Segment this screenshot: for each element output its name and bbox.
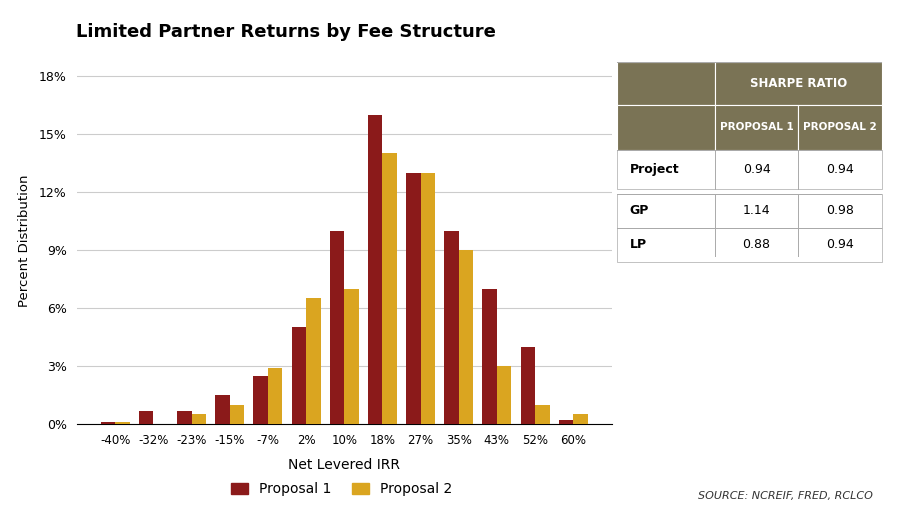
Bar [798,105,882,150]
Bar [139,411,154,424]
Text: 0.94: 0.94 [826,238,854,251]
Bar [292,327,306,424]
Text: 0.88: 0.88 [742,238,770,251]
Bar [306,298,320,424]
Text: PROPOSAL 2: PROPOSAL 2 [804,122,878,132]
Bar [459,250,473,424]
Bar [616,105,715,150]
Bar [230,405,244,424]
Bar [406,173,420,424]
Text: LP: LP [630,238,647,251]
Bar [445,231,459,424]
Text: Limited Partner Returns by Fee Structure: Limited Partner Returns by Fee Structure [76,23,497,41]
Text: Project: Project [630,162,680,176]
Bar [616,228,882,262]
Text: 1.14: 1.14 [742,204,770,217]
Bar [215,395,230,424]
Bar [559,420,573,424]
Bar [616,150,882,189]
Bar [715,62,882,105]
Bar [520,346,535,424]
Bar [254,376,268,424]
Text: GP: GP [630,204,649,217]
Bar [344,289,359,424]
Bar [329,231,344,424]
Bar [535,405,550,424]
Bar [482,289,497,424]
Legend: Proposal 1, Proposal 2: Proposal 1, Proposal 2 [226,477,458,502]
Bar [177,411,192,424]
Bar [616,62,715,105]
Y-axis label: Percent Distribution: Percent Distribution [18,174,31,306]
Text: 0.94: 0.94 [826,162,854,176]
X-axis label: Net Levered IRR: Net Levered IRR [288,458,400,472]
Text: SHARPE RATIO: SHARPE RATIO [750,77,847,89]
Bar [616,194,882,228]
Text: SOURCE: NCREIF, FRED, RCLCO: SOURCE: NCREIF, FRED, RCLCO [698,490,873,501]
Bar [368,115,382,424]
Bar [573,414,588,424]
Bar [268,368,283,424]
Bar [497,366,511,424]
Text: 0.94: 0.94 [742,162,770,176]
Bar [715,105,798,150]
Text: PROPOSAL 1: PROPOSAL 1 [720,122,794,132]
Bar [420,173,435,424]
Bar [382,153,397,424]
Text: 0.98: 0.98 [826,204,854,217]
Bar [192,414,206,424]
Bar [115,422,130,424]
Bar [101,422,115,424]
